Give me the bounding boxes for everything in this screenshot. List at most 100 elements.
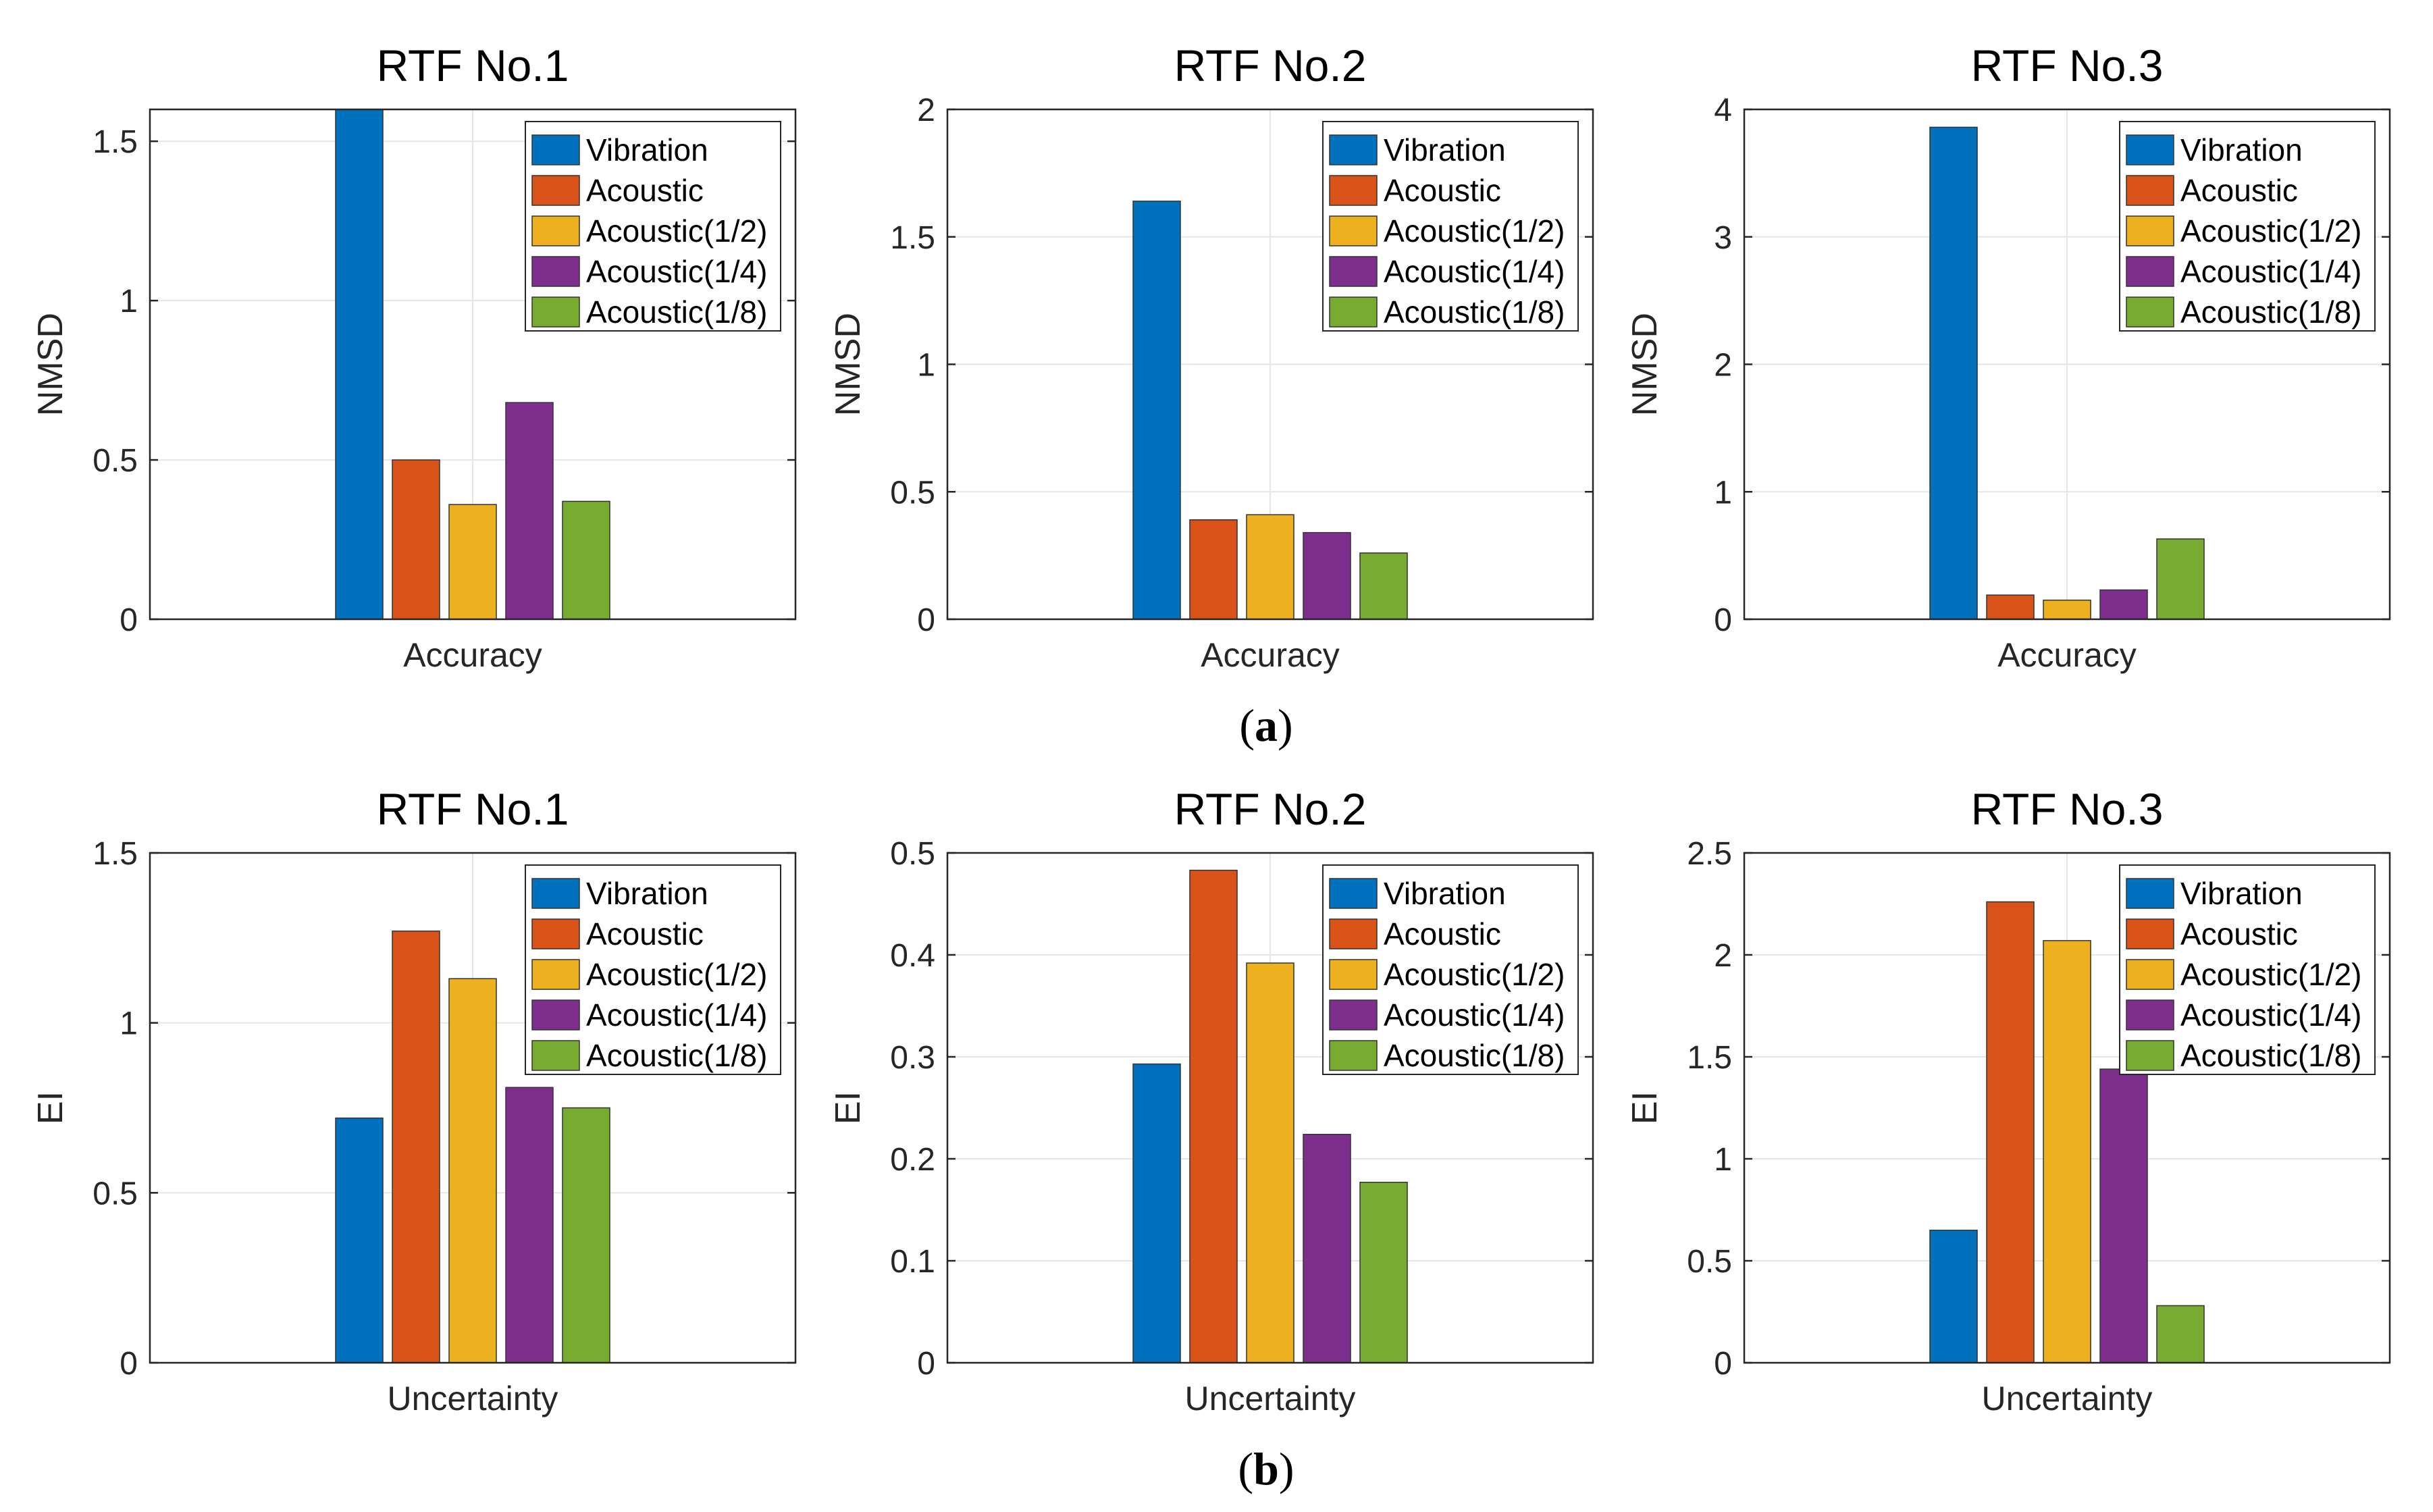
legend-label: Acoustic(1/2) bbox=[586, 957, 767, 992]
legend-swatch bbox=[1329, 175, 1378, 206]
chart-panels: 0 0.5 1 1.5 RTF No.1 Accuracy NMSD Vibration Aco… bbox=[31, 41, 2391, 1417]
caption-b: (b) bbox=[1238, 1443, 1294, 1494]
legend-label: Acoustic(1/8) bbox=[1384, 294, 1565, 330]
y-tick-label: 0 bbox=[917, 602, 935, 638]
y-axis-label: EI bbox=[31, 1091, 70, 1124]
legend: Vibration Acoustic Acoustic(1/2) Acoustic(1… bbox=[2119, 864, 2376, 1075]
y-axis-label: EI bbox=[829, 1091, 868, 1124]
y-tick-label: 2 bbox=[917, 93, 935, 128]
legend-label: Acoustic(1/8) bbox=[2180, 1038, 2361, 1073]
legend-swatch bbox=[531, 296, 580, 328]
chart-title: RTF No.3 bbox=[1971, 41, 2164, 90]
y-tick-label: 0.5 bbox=[93, 443, 138, 479]
bar bbox=[335, 109, 384, 620]
legend-label: Acoustic(1/2) bbox=[2180, 213, 2361, 249]
legend-swatch bbox=[1329, 215, 1378, 246]
legend-label: Acoustic(1/8) bbox=[586, 294, 767, 330]
x-axis-label: Accuracy bbox=[1997, 636, 2137, 674]
y-tick-label: 0.5 bbox=[1687, 1244, 1732, 1280]
bar bbox=[1986, 901, 2035, 1363]
y-tick-label: 1 bbox=[1714, 1142, 1732, 1178]
bar bbox=[505, 1087, 554, 1363]
chart-panel: 0 0.1 0.2 0.3 0.4 0.5 RTF No.2 Uncertainty EI Vib… bbox=[829, 784, 1594, 1417]
legend-swatch bbox=[1329, 918, 1378, 949]
caption-a: (a) bbox=[1239, 700, 1292, 751]
legend-label: Acoustic(1/8) bbox=[1384, 1038, 1565, 1073]
y-axis-label: NMSD bbox=[1625, 313, 1665, 416]
legend-label: Acoustic bbox=[1384, 173, 1501, 208]
chart-title: RTF No.1 bbox=[377, 41, 569, 90]
axes-box bbox=[946, 852, 1594, 1364]
legend-swatch bbox=[531, 918, 580, 949]
y-tick-label: 1.5 bbox=[93, 124, 138, 160]
legend-swatch bbox=[1329, 959, 1378, 990]
bar bbox=[1929, 126, 1978, 620]
legend-label: Acoustic(1/4) bbox=[1384, 997, 1565, 1033]
x-axis-label: Uncertainty bbox=[1185, 1380, 1356, 1417]
y-tick-label: 0 bbox=[120, 602, 138, 638]
chart-title: RTF No.2 bbox=[1174, 784, 1367, 834]
y-tick-label: 0 bbox=[1714, 602, 1732, 638]
legend-swatch bbox=[2126, 256, 2174, 287]
y-tick-label: 1 bbox=[1714, 475, 1732, 511]
y-tick-label: 1.5 bbox=[1687, 1040, 1732, 1076]
legend-label: Acoustic(1/4) bbox=[1384, 254, 1565, 289]
x-axis-label: Accuracy bbox=[1201, 636, 1340, 674]
legend: Vibration Acoustic Acoustic(1/2) Acoustic(1… bbox=[2119, 121, 2376, 332]
y-tick-label: 0.4 bbox=[890, 938, 935, 974]
chart-panel: 0 0.5 1 1.5 RTF No.1 Accuracy NMSD Vibration Aco… bbox=[31, 41, 797, 674]
legend-swatch bbox=[1329, 256, 1378, 287]
legend-label: Acoustic(1/4) bbox=[586, 997, 767, 1033]
legend-swatch bbox=[2126, 959, 2174, 990]
legend-label: Vibration bbox=[586, 132, 708, 167]
y-tick-label: 0.2 bbox=[890, 1142, 935, 1178]
y-tick-label: 1.5 bbox=[93, 836, 138, 872]
legend: Vibration Acoustic Acoustic(1/2) Acoustic(1… bbox=[525, 864, 781, 1075]
bar bbox=[448, 504, 497, 620]
axes-box bbox=[149, 852, 797, 1364]
legend-swatch bbox=[2126, 175, 2174, 206]
legend-label: Acoustic(1/4) bbox=[2180, 997, 2361, 1033]
legend-swatch bbox=[531, 1040, 580, 1071]
legend-label: Acoustic bbox=[1384, 916, 1501, 951]
y-tick-label: 0.5 bbox=[890, 475, 935, 511]
legend-swatch bbox=[2126, 134, 2174, 165]
bar bbox=[1132, 201, 1181, 620]
bar bbox=[1189, 519, 1238, 620]
legend-label: Acoustic bbox=[2180, 916, 2298, 951]
x-axis-label: Accuracy bbox=[403, 636, 542, 674]
legend-label: Acoustic(1/2) bbox=[1384, 213, 1565, 249]
chart-panel: 0 0.5 1 1.5 2 RTF No.2 Accuracy NMSD Vibration Ac… bbox=[829, 41, 1594, 674]
legend-label: Acoustic bbox=[2180, 173, 2298, 208]
bar bbox=[2099, 589, 2148, 620]
y-tick-label: 0.5 bbox=[890, 836, 935, 872]
legend-swatch bbox=[2126, 1040, 2174, 1071]
bar bbox=[448, 978, 497, 1363]
bar bbox=[392, 931, 440, 1363]
bar bbox=[1359, 552, 1408, 620]
legend-swatch bbox=[531, 999, 580, 1031]
y-tick-label: 1.5 bbox=[890, 220, 935, 256]
y-tick-label: 2 bbox=[1714, 938, 1732, 974]
legend-label: Acoustic bbox=[586, 173, 704, 208]
bar bbox=[1303, 1134, 1351, 1363]
bar bbox=[2043, 940, 2091, 1363]
y-tick-label: 1 bbox=[917, 348, 935, 384]
y-tick-label: 0 bbox=[917, 1346, 935, 1382]
legend-label: Acoustic(1/8) bbox=[2180, 294, 2361, 330]
y-tick-label: 3 bbox=[1714, 220, 1732, 256]
y-tick-label: 2.5 bbox=[1687, 836, 1732, 872]
bar bbox=[392, 459, 440, 620]
bar bbox=[1246, 962, 1294, 1363]
y-tick-label: 1 bbox=[120, 284, 138, 319]
x-axis-label: Uncertainty bbox=[1982, 1380, 2153, 1417]
axes-box bbox=[149, 108, 797, 621]
legend: Vibration Acoustic Acoustic(1/2) Acoustic(1… bbox=[1322, 864, 1579, 1075]
bar bbox=[1359, 1181, 1408, 1363]
legend-swatch bbox=[531, 175, 580, 206]
chart-title: RTF No.1 bbox=[377, 784, 569, 834]
legend-label: Acoustic(1/2) bbox=[586, 213, 767, 249]
legend-swatch bbox=[2126, 999, 2174, 1031]
legend-swatch bbox=[1329, 134, 1378, 165]
